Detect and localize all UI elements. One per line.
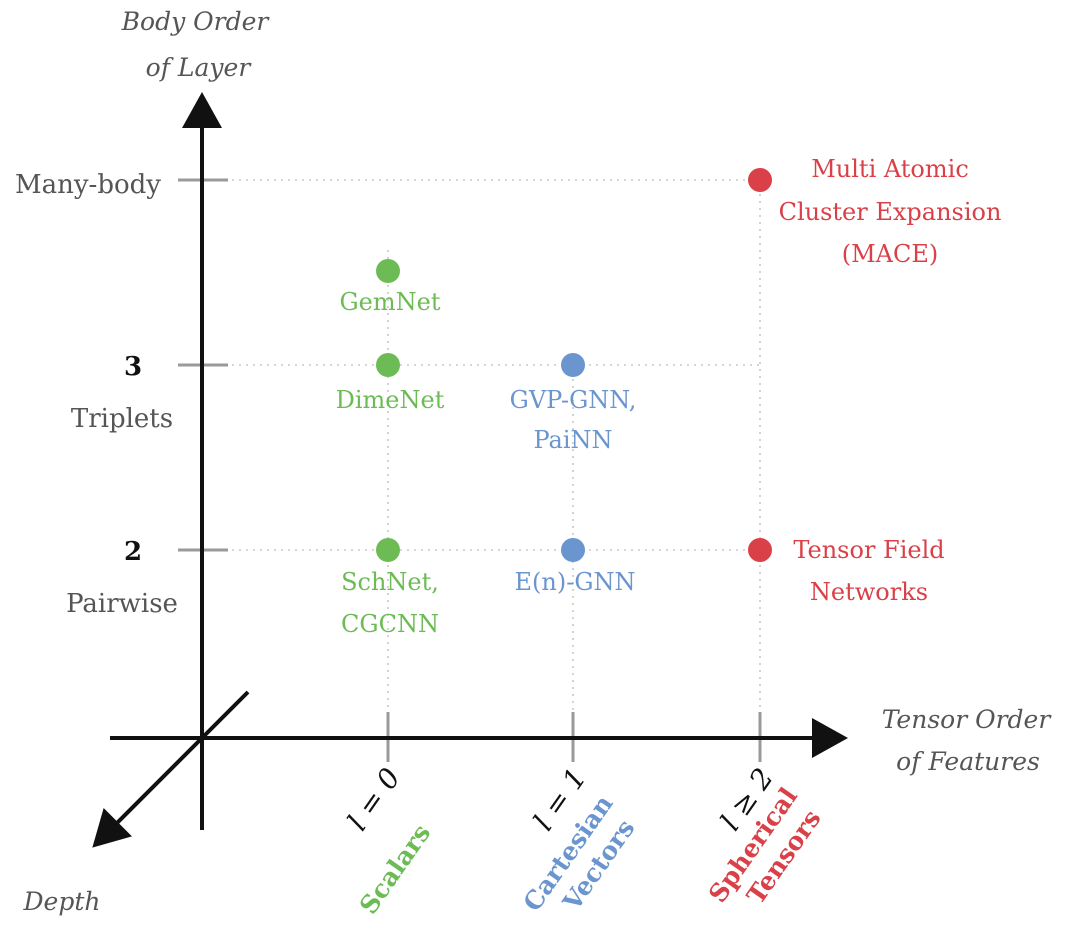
y-label-pairwise: Pairwise — [66, 589, 178, 619]
label-schnet: SchNet, — [341, 568, 439, 596]
label-mace-line-3: (MACE) — [842, 240, 939, 268]
label-cgcnn: CGCNN — [341, 610, 439, 638]
grid-lines — [225, 179, 761, 712]
depth-axis-title: Depth — [23, 887, 101, 916]
x-math-l0: l = 0 — [341, 762, 407, 837]
point-gvp-gnn — [561, 353, 585, 377]
point-egnn — [561, 538, 585, 562]
label-gvp-gnn: GVP-GNN, — [510, 386, 637, 414]
label-egnn: E(n)-GNN — [515, 568, 636, 596]
label-painn: PaiNN — [533, 426, 612, 454]
point-mace — [748, 168, 772, 192]
y-label-number-3: 3 — [124, 352, 142, 382]
point-schnet — [376, 538, 400, 562]
point-dimenet — [376, 353, 400, 377]
y-label-many-body: Many-body — [15, 170, 161, 200]
label-gemnet: GemNet — [340, 288, 441, 316]
point-tfn — [748, 538, 772, 562]
ticks — [178, 178, 762, 762]
axes — [92, 92, 848, 848]
y-label-number-2: 2 — [124, 537, 142, 567]
label-tfn-line-2: Networks — [810, 578, 928, 606]
x-category-group-tensors: Spherical Tensors — [703, 782, 827, 909]
label-mace-line-1: Multi Atomic — [811, 155, 969, 183]
model-labels: GemNet DimeNet SchNet, CGCNN GVP-GNN, Pa… — [336, 155, 1002, 638]
depth-axis-arrow — [92, 690, 250, 848]
y-axis-title-line-2: of Layer — [146, 53, 253, 82]
label-tfn-line-1: Tensor Field — [793, 536, 944, 564]
x-axis-title-line-1: Tensor Order — [882, 705, 1053, 734]
label-dimenet: DimeNet — [336, 386, 445, 414]
point-gemnet — [376, 259, 400, 283]
y-label-triplets: Triplets — [71, 404, 173, 434]
x-label-group-scalars: l = 0 — [341, 762, 407, 837]
model-points — [376, 168, 772, 562]
x-axis-title-line-2: of Features — [896, 747, 1040, 776]
label-mace-line-2: Cluster Expansion — [779, 198, 1002, 226]
y-axis-title-line-1: Body Order — [121, 7, 271, 36]
